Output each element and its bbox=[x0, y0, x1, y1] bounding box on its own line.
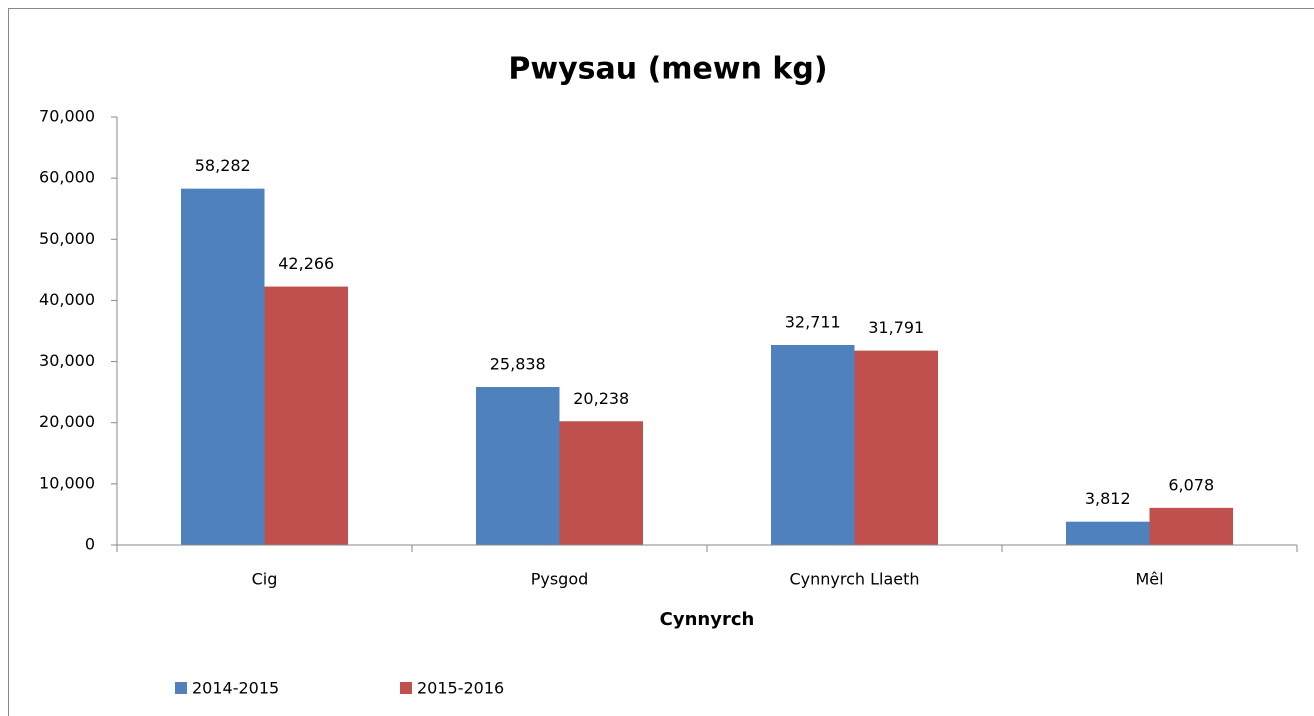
data-label: 3,812 bbox=[1085, 489, 1131, 508]
legend-swatch bbox=[400, 682, 412, 694]
bar bbox=[854, 350, 938, 545]
bar bbox=[1066, 521, 1150, 545]
y-tick-label: 70,000 bbox=[39, 107, 95, 126]
y-tick-label: 30,000 bbox=[39, 351, 95, 370]
y-tick-label: 60,000 bbox=[39, 168, 95, 187]
y-tick-label: 0 bbox=[85, 535, 95, 554]
data-label: 58,282 bbox=[195, 156, 251, 175]
y-tick-label: 50,000 bbox=[39, 229, 95, 248]
data-label: 32,711 bbox=[785, 312, 841, 331]
bar bbox=[264, 286, 348, 545]
legend-label: 2015-2016 bbox=[417, 679, 504, 698]
legend-label: 2014-2015 bbox=[192, 679, 279, 698]
x-axis-title: Cynnyrch bbox=[660, 609, 755, 630]
data-label: 20,238 bbox=[573, 389, 629, 408]
data-label: 6,078 bbox=[1168, 475, 1214, 494]
legend-swatch bbox=[175, 682, 187, 694]
x-tick-label: Mêl bbox=[1135, 570, 1163, 589]
chart-title: Pwysau (mewn kg) bbox=[508, 52, 827, 87]
data-label: 31,791 bbox=[868, 318, 924, 337]
data-label: 42,266 bbox=[278, 254, 334, 273]
bar bbox=[1149, 507, 1233, 545]
bar bbox=[476, 387, 560, 545]
bar bbox=[771, 344, 855, 545]
x-tick-label: Pysgod bbox=[531, 570, 589, 589]
bar bbox=[181, 188, 265, 545]
x-tick-label: Cynnyrch Llaeth bbox=[789, 570, 919, 589]
bar bbox=[559, 421, 643, 545]
y-tick-label: 10,000 bbox=[39, 473, 95, 492]
x-tick-label: Cig bbox=[252, 570, 278, 589]
y-tick-label: 20,000 bbox=[39, 412, 95, 431]
y-tick-label: 40,000 bbox=[39, 290, 95, 309]
data-label: 25,838 bbox=[490, 355, 546, 374]
